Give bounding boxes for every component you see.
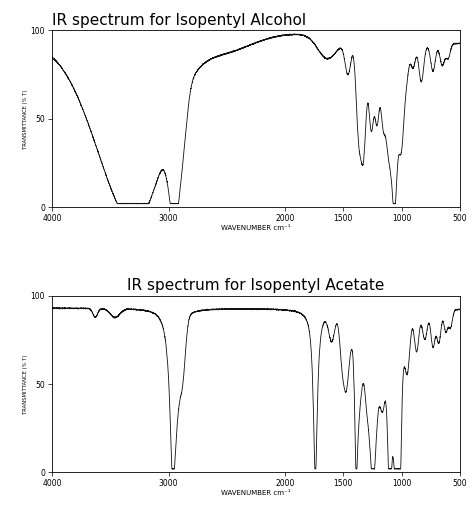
X-axis label: WAVENUMBER cm⁻¹: WAVENUMBER cm⁻¹ [221, 225, 291, 231]
X-axis label: WAVENUMBER cm⁻¹: WAVENUMBER cm⁻¹ [221, 490, 291, 496]
Y-axis label: TRANSMITTANCE (% T): TRANSMITTANCE (% T) [23, 354, 28, 414]
Title: IR spectrum for Isopentyl Acetate: IR spectrum for Isopentyl Acetate [128, 278, 384, 293]
Text: IR spectrum for Isopentyl Alcohol: IR spectrum for Isopentyl Alcohol [52, 13, 306, 28]
Y-axis label: TRANSMITTANCE (% T): TRANSMITTANCE (% T) [23, 89, 28, 149]
